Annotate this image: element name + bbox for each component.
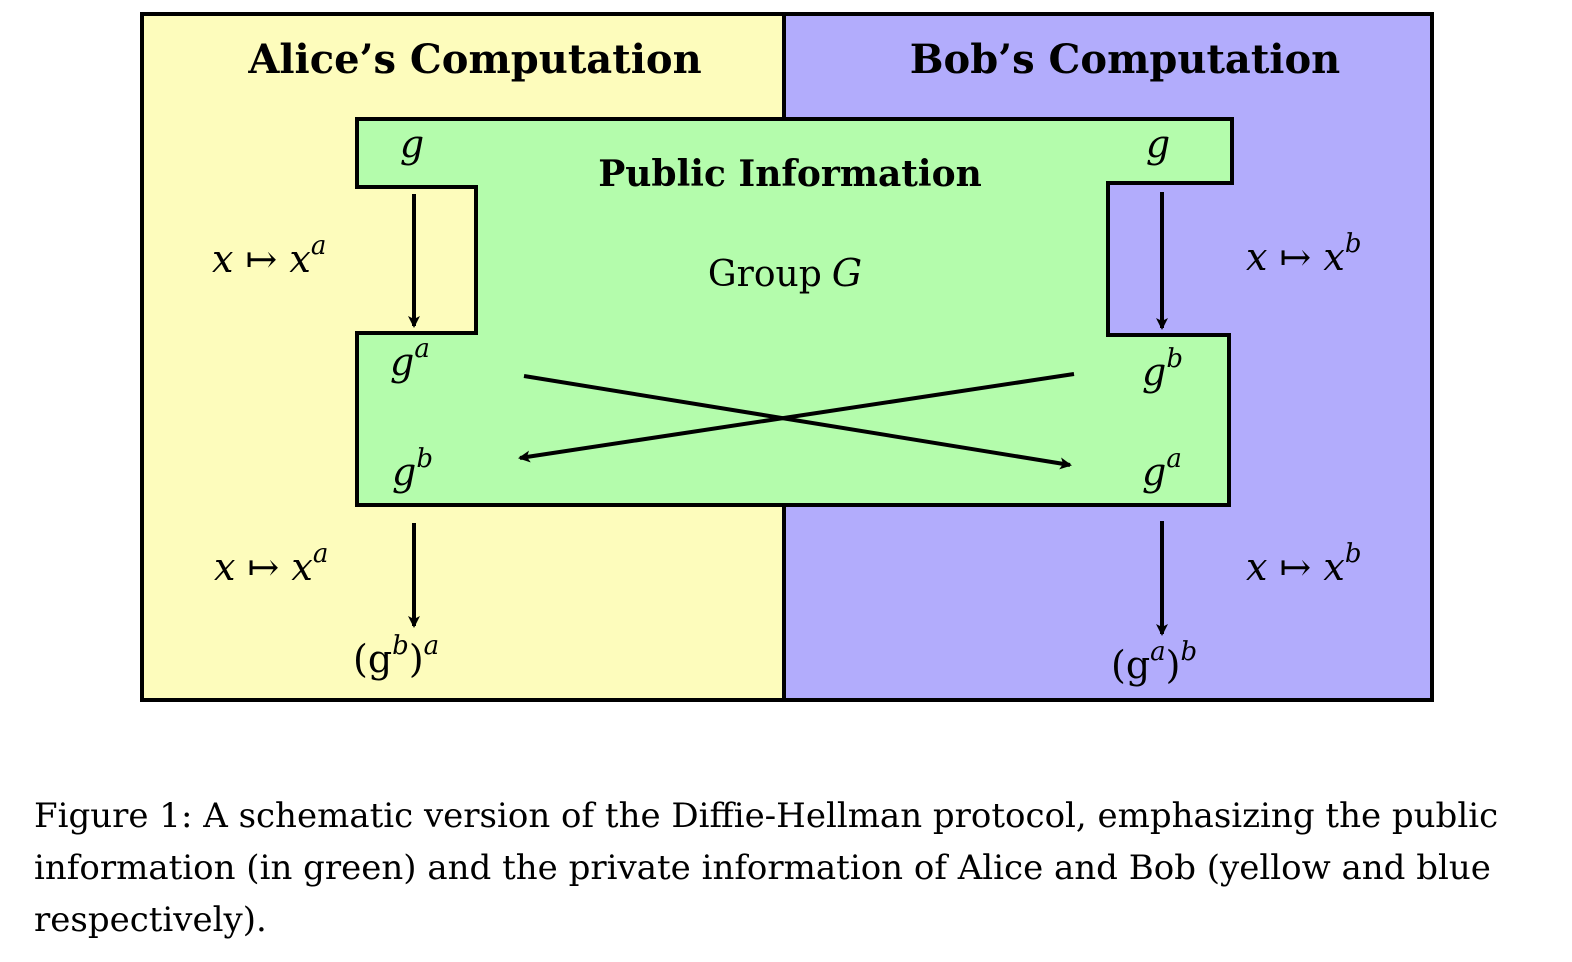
alice-received-value: gb bbox=[392, 444, 433, 494]
group-label: Group G bbox=[708, 251, 862, 295]
bob-title: Bob’s Computation bbox=[910, 36, 1341, 83]
exchange-arrow-alice-to-bob bbox=[523, 374, 1072, 470]
bob-shared-secret: (ga)b bbox=[1111, 637, 1197, 687]
alice-title: Alice’s Computation bbox=[247, 36, 701, 83]
generator-left: g bbox=[400, 122, 424, 166]
diagram-frame bbox=[140, 12, 1434, 702]
alice-shared-secret: (gb)a bbox=[353, 631, 439, 681]
alice-map-bottom: x ↦ xa bbox=[214, 539, 328, 589]
public-title: Public Information bbox=[598, 153, 982, 195]
generator-right: g bbox=[1146, 122, 1170, 166]
alice-public-value: ga bbox=[390, 334, 430, 384]
public-information-region bbox=[355, 117, 1234, 507]
diffie-hellman-diagram: Alice’s Computation Bob’s Computation Pu… bbox=[140, 12, 1434, 702]
bob-map-top: x ↦ xb bbox=[1246, 229, 1362, 279]
bob-received-value: ga bbox=[1142, 444, 1182, 494]
figure-caption: Figure 1: A schematic version of the Dif… bbox=[34, 796, 1499, 940]
bob-map-bottom: x ↦ xb bbox=[1246, 539, 1362, 589]
alice-map-top: x ↦ xa bbox=[212, 231, 326, 281]
exchange-arrow-bob-to-alice bbox=[518, 372, 1075, 463]
bob-public-value: gb bbox=[1142, 344, 1183, 394]
